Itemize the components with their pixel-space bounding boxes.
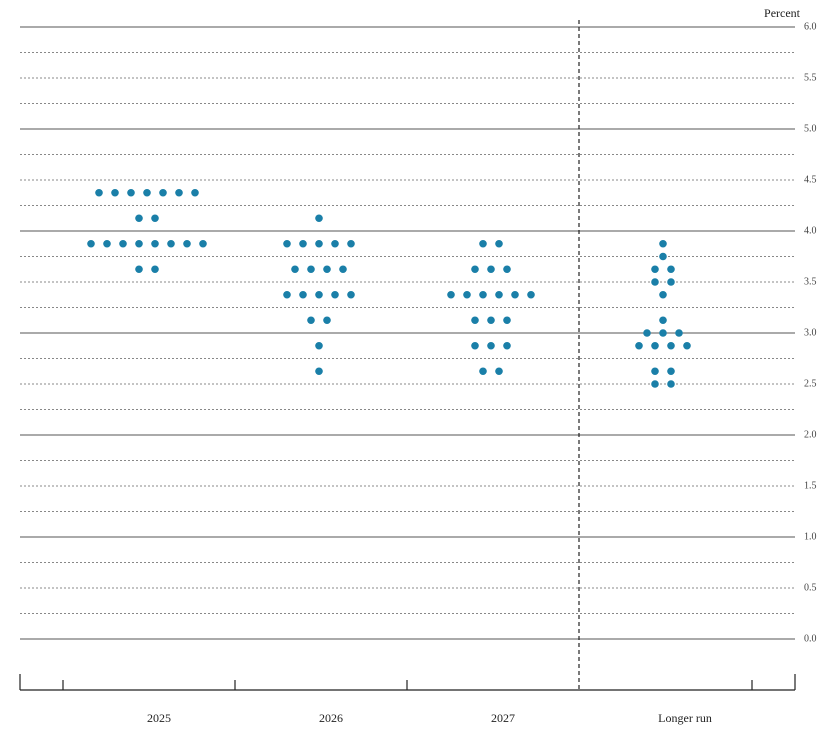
dot bbox=[471, 265, 479, 274]
dot bbox=[503, 316, 511, 325]
dot bbox=[307, 265, 315, 274]
dot bbox=[323, 265, 331, 274]
dot bbox=[675, 329, 683, 337]
dot bbox=[111, 188, 119, 197]
dot bbox=[87, 239, 95, 248]
dot bbox=[683, 341, 691, 350]
dot bbox=[479, 290, 487, 299]
dot bbox=[347, 239, 355, 248]
x-tick-label: Longer run bbox=[658, 711, 712, 725]
dot bbox=[331, 290, 339, 299]
dot bbox=[127, 188, 135, 197]
dot bbox=[651, 380, 659, 388]
y-tick-label: 0.5 bbox=[804, 582, 817, 593]
dot bbox=[191, 188, 199, 197]
dot bbox=[315, 290, 323, 299]
y-tick-label: 5.0 bbox=[804, 123, 817, 134]
dot bbox=[659, 290, 667, 299]
dot bbox=[463, 290, 471, 299]
dot bbox=[315, 367, 323, 376]
y-tick-label: 5.5 bbox=[804, 72, 817, 83]
x-axis bbox=[19, 674, 796, 691]
dot bbox=[479, 367, 487, 376]
dot bbox=[471, 316, 479, 325]
y-tick-label: 6.0 bbox=[804, 21, 817, 32]
dot bbox=[487, 341, 495, 350]
dot bbox=[635, 341, 643, 350]
dot bbox=[503, 341, 511, 350]
dot bbox=[503, 265, 511, 274]
dot bbox=[183, 239, 191, 248]
dot bbox=[135, 214, 143, 223]
dot bbox=[151, 265, 159, 274]
dot bbox=[667, 341, 675, 350]
dot bbox=[315, 341, 323, 350]
y-axis-label: Percent bbox=[764, 6, 801, 20]
y-tick-label: 4.0 bbox=[804, 225, 817, 236]
y-tick-label: 2.5 bbox=[804, 378, 817, 389]
dot bbox=[283, 239, 291, 248]
dot bbox=[651, 265, 659, 274]
dot bbox=[667, 367, 675, 376]
dot bbox=[487, 316, 495, 325]
dot bbox=[667, 265, 675, 274]
dot bbox=[135, 265, 143, 274]
dot bbox=[447, 290, 455, 299]
dot bbox=[331, 239, 339, 248]
y-tick-label: 3.0 bbox=[804, 327, 817, 338]
dot bbox=[299, 239, 307, 248]
dot bbox=[667, 380, 675, 388]
dot bbox=[651, 278, 659, 286]
y-tick-label: 0.0 bbox=[804, 633, 817, 644]
dot bbox=[527, 290, 535, 299]
dot bbox=[495, 239, 503, 248]
dot bbox=[159, 188, 167, 197]
dot bbox=[495, 367, 503, 376]
dot bbox=[135, 239, 143, 248]
x-tick-label: 2027 bbox=[491, 711, 515, 725]
dot bbox=[307, 316, 315, 325]
dot bbox=[151, 214, 159, 223]
dot bbox=[299, 290, 307, 299]
dot bbox=[167, 239, 175, 248]
dot bbox=[495, 290, 503, 299]
dot bbox=[471, 341, 479, 350]
y-tick-label: 1.0 bbox=[804, 531, 817, 542]
dot bbox=[143, 188, 151, 197]
dot bbox=[103, 239, 111, 248]
dot bbox=[315, 239, 323, 248]
dot bbox=[659, 316, 667, 325]
x-tick-label: 2025 bbox=[147, 711, 171, 725]
y-tick-label: 2.0 bbox=[804, 429, 817, 440]
dot bbox=[659, 252, 667, 261]
y-tick-label: 1.5 bbox=[804, 480, 817, 491]
dot bbox=[659, 329, 667, 337]
dot bbox=[315, 214, 323, 223]
dot bbox=[651, 341, 659, 350]
dot bbox=[95, 188, 103, 197]
dot bbox=[667, 278, 675, 286]
dot bbox=[659, 239, 667, 248]
dot bbox=[487, 265, 495, 274]
dot bbox=[347, 290, 355, 299]
dot bbox=[291, 265, 299, 274]
dot bbox=[323, 316, 331, 325]
dot bbox=[479, 239, 487, 248]
dot bbox=[199, 239, 207, 248]
dot bbox=[283, 290, 291, 299]
dot bbox=[339, 265, 347, 274]
dot bbox=[119, 239, 127, 248]
y-tick-label: 4.5 bbox=[804, 174, 817, 185]
dot bbox=[511, 290, 519, 299]
dot bbox=[643, 329, 651, 337]
x-tick-label: 2026 bbox=[319, 711, 343, 725]
dot bbox=[175, 188, 183, 197]
y-tick-label: 3.5 bbox=[804, 276, 817, 287]
dot bbox=[151, 239, 159, 248]
dot bbox=[651, 367, 659, 376]
